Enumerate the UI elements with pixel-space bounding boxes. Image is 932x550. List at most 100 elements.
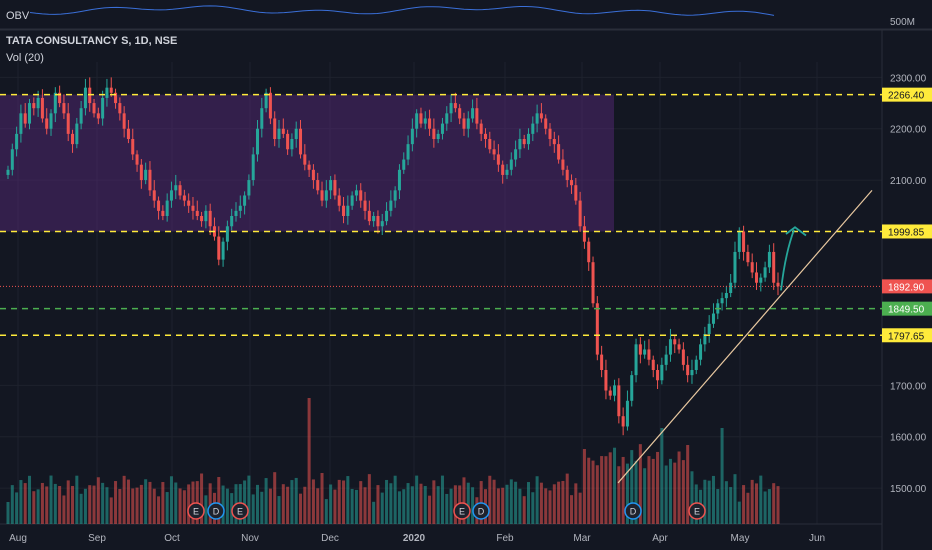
volume-bar [88, 485, 92, 524]
volume-bar [152, 488, 156, 524]
volume-bar [66, 480, 70, 524]
candle-body [174, 185, 178, 191]
volume-bar [157, 496, 161, 524]
level-price-label: 1849.50 [888, 305, 925, 316]
volume-bar [75, 475, 79, 524]
earnings-marker[interactable] [453, 502, 471, 520]
candle-body [552, 139, 556, 145]
candle-body [268, 92, 272, 119]
volume-bar [681, 460, 685, 524]
candle-body [509, 159, 513, 170]
volume-bar [733, 474, 737, 524]
volume-bar [638, 444, 642, 524]
candle-body [707, 323, 711, 335]
volume-bar [651, 458, 655, 524]
volume-bar [591, 460, 595, 524]
candle-body [354, 190, 358, 196]
volume-bar [165, 492, 169, 524]
earnings-marker[interactable] [231, 502, 249, 520]
candle-body [415, 113, 419, 129]
event-marker-label: E [237, 507, 243, 517]
candle-body [337, 195, 341, 206]
volume-bar [526, 482, 531, 524]
volume-bar [333, 489, 337, 524]
candle-body [561, 159, 565, 170]
earnings-marker[interactable] [688, 502, 706, 520]
volume-bar [10, 485, 14, 524]
candle-body [600, 354, 604, 370]
candle-body [157, 200, 161, 211]
candle-body [711, 313, 715, 324]
volume-bar [518, 488, 522, 524]
level-price-label: 1999.85 [888, 227, 925, 238]
volume-bar [754, 483, 758, 524]
candle-body [303, 154, 307, 165]
candle-body [243, 195, 247, 206]
candle-body [668, 339, 672, 355]
candle-body [32, 103, 36, 109]
volume-bar [28, 475, 32, 524]
volume-bar [15, 492, 19, 524]
candle-body [750, 262, 754, 273]
volume-bar [466, 482, 470, 524]
volume-bar [673, 462, 677, 524]
volume-bar [561, 480, 565, 524]
candle-body [776, 282, 780, 287]
volume-bar [574, 483, 578, 524]
dividend-marker[interactable] [472, 502, 490, 520]
candle-body [316, 180, 320, 191]
volume-bar [161, 482, 165, 524]
candle-body [23, 113, 27, 124]
candle-body [58, 92, 62, 104]
volume-bar [385, 479, 389, 524]
event-marker-label: E [193, 507, 199, 517]
volume-bar [53, 483, 57, 524]
candle-body [118, 103, 122, 114]
symbol-title: TATA CONSULTANCY S, 1D, NSE [6, 35, 178, 47]
volume-bar [49, 475, 53, 524]
earnings-marker[interactable] [187, 502, 205, 520]
volume-bar [144, 479, 148, 524]
candle-body [471, 108, 475, 119]
candle-body [436, 133, 440, 139]
dividend-marker[interactable] [207, 502, 225, 520]
event-marker-label: D [630, 507, 637, 517]
volume-bar [363, 487, 367, 524]
range-box [0, 94, 614, 232]
candle-body [660, 364, 664, 381]
volume-bar [471, 487, 475, 524]
volume-bar [423, 486, 427, 524]
volume-bar [419, 483, 423, 524]
candle-body [570, 180, 574, 186]
candle-body [324, 190, 328, 201]
volume-bar [449, 488, 453, 524]
volume-bar [260, 491, 264, 524]
volume-bar [187, 484, 191, 524]
dividend-marker[interactable] [624, 502, 642, 520]
trendline[interactable] [617, 189, 873, 484]
volume-bar [204, 495, 208, 524]
volume-bar [763, 491, 767, 524]
candle-body [595, 303, 599, 355]
volume-bar [604, 456, 608, 524]
candle-body [458, 108, 462, 119]
volume-bar [389, 483, 393, 524]
volume-bar [531, 492, 535, 524]
candle-body [109, 87, 113, 93]
candle-body [514, 149, 518, 160]
candle-body [703, 334, 707, 345]
candle-body [66, 113, 70, 134]
candle-body [630, 375, 634, 401]
candle-body [574, 185, 578, 201]
volume-bar [109, 497, 113, 524]
volume-bar [410, 486, 414, 524]
candle-body [161, 210, 165, 216]
volume-bar [488, 475, 492, 524]
candle-body [19, 113, 23, 134]
volume-bar [217, 477, 221, 524]
volume-bar [281, 484, 285, 524]
candle-body [40, 97, 44, 119]
candle-body [307, 164, 311, 170]
